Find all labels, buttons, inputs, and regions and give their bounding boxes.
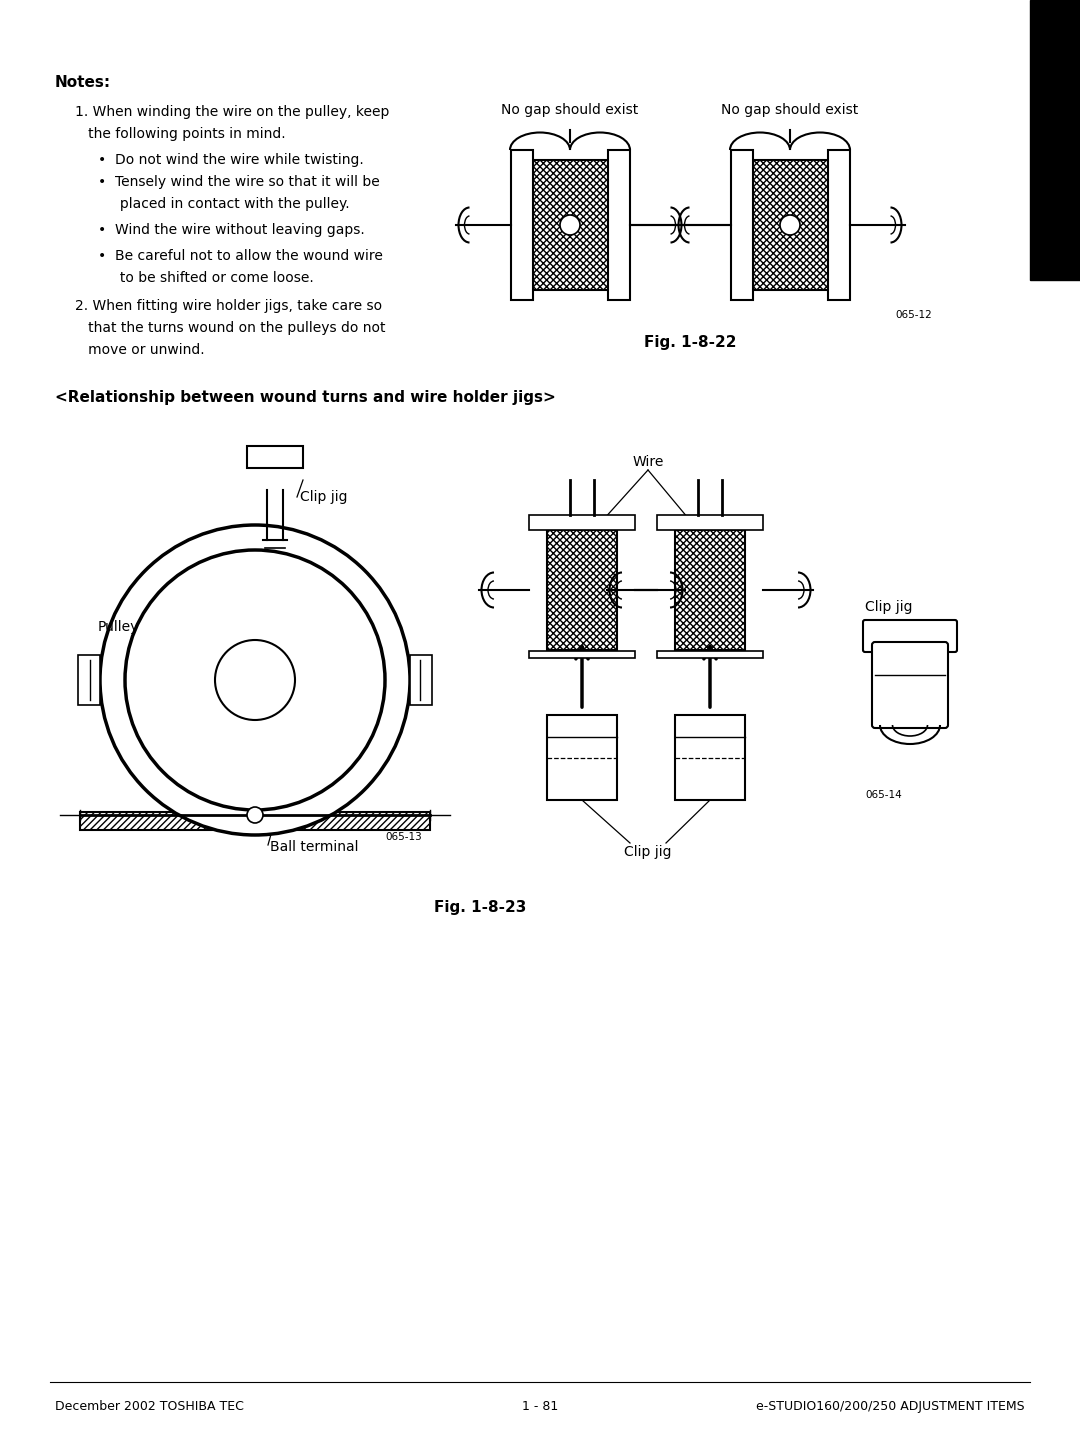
Text: Fig. 1-8-23: Fig. 1-8-23 bbox=[434, 901, 526, 915]
Bar bbox=[753, 160, 827, 290]
Text: Clip jig: Clip jig bbox=[300, 490, 348, 504]
Bar bbox=[675, 530, 745, 650]
Text: Ball terminal: Ball terminal bbox=[270, 840, 359, 855]
FancyBboxPatch shape bbox=[872, 643, 948, 728]
Circle shape bbox=[215, 640, 295, 720]
Bar bbox=[80, 811, 430, 830]
Bar bbox=[657, 514, 762, 530]
Bar bbox=[546, 715, 617, 800]
Text: Clip jig: Clip jig bbox=[865, 599, 913, 614]
Bar bbox=[1030, 0, 1080, 280]
Text: 2. When fitting wire holder jigs, take care so: 2. When fitting wire holder jigs, take c… bbox=[75, 298, 382, 313]
Text: the following points in mind.: the following points in mind. bbox=[75, 127, 285, 141]
Circle shape bbox=[247, 807, 264, 823]
Bar bbox=[827, 150, 850, 300]
Circle shape bbox=[780, 215, 800, 235]
Bar bbox=[78, 656, 100, 705]
Text: 065-14: 065-14 bbox=[865, 790, 902, 800]
Text: December 2002 TOSHIBA TEC: December 2002 TOSHIBA TEC bbox=[55, 1401, 244, 1414]
Text: •  Do not wind the wire while twisting.: • Do not wind the wire while twisting. bbox=[98, 153, 364, 167]
Text: e-STUDIO160/200/250 ADJUSTMENT ITEMS: e-STUDIO160/200/250 ADJUSTMENT ITEMS bbox=[756, 1401, 1025, 1414]
Text: No gap should exist: No gap should exist bbox=[501, 102, 638, 117]
Text: No gap should exist: No gap should exist bbox=[721, 102, 859, 117]
Bar bbox=[247, 447, 303, 468]
Text: Clip jig: Clip jig bbox=[624, 844, 672, 859]
Text: Fig. 1-8-22: Fig. 1-8-22 bbox=[644, 334, 737, 350]
Bar bbox=[607, 150, 630, 300]
Text: placed in contact with the pulley.: placed in contact with the pulley. bbox=[98, 197, 350, 210]
Circle shape bbox=[561, 215, 580, 235]
Bar bbox=[657, 650, 762, 657]
Circle shape bbox=[125, 550, 384, 810]
Bar bbox=[511, 150, 532, 300]
Text: Notes:: Notes: bbox=[55, 75, 111, 89]
Text: <Relationship between wound turns and wire holder jigs>: <Relationship between wound turns and wi… bbox=[55, 391, 556, 405]
Text: •  Tensely wind the wire so that it will be: • Tensely wind the wire so that it will … bbox=[98, 174, 380, 189]
Circle shape bbox=[100, 525, 410, 834]
Text: 1 - 81: 1 - 81 bbox=[522, 1401, 558, 1414]
Bar bbox=[410, 656, 432, 705]
Bar bbox=[730, 150, 753, 300]
Bar bbox=[546, 530, 617, 650]
Text: Pulley: Pulley bbox=[98, 620, 139, 634]
Text: •  Be careful not to allow the wound wire: • Be careful not to allow the wound wire bbox=[98, 249, 383, 264]
Text: that the turns wound on the pulleys do not: that the turns wound on the pulleys do n… bbox=[75, 321, 386, 334]
Text: 065-13: 065-13 bbox=[384, 831, 422, 842]
Text: to be shifted or come loose.: to be shifted or come loose. bbox=[98, 271, 314, 285]
Bar bbox=[532, 160, 607, 290]
Text: Wire: Wire bbox=[632, 455, 664, 468]
Bar bbox=[529, 650, 635, 657]
Circle shape bbox=[140, 565, 370, 795]
Text: •  Wind the wire without leaving gaps.: • Wind the wire without leaving gaps. bbox=[98, 223, 365, 236]
Text: 1. When winding the wire on the pulley, keep: 1. When winding the wire on the pulley, … bbox=[75, 105, 390, 120]
Text: move or unwind.: move or unwind. bbox=[75, 343, 204, 357]
Text: 065-12: 065-12 bbox=[895, 310, 932, 320]
Bar bbox=[675, 715, 745, 800]
FancyBboxPatch shape bbox=[863, 620, 957, 651]
Bar bbox=[529, 514, 635, 530]
